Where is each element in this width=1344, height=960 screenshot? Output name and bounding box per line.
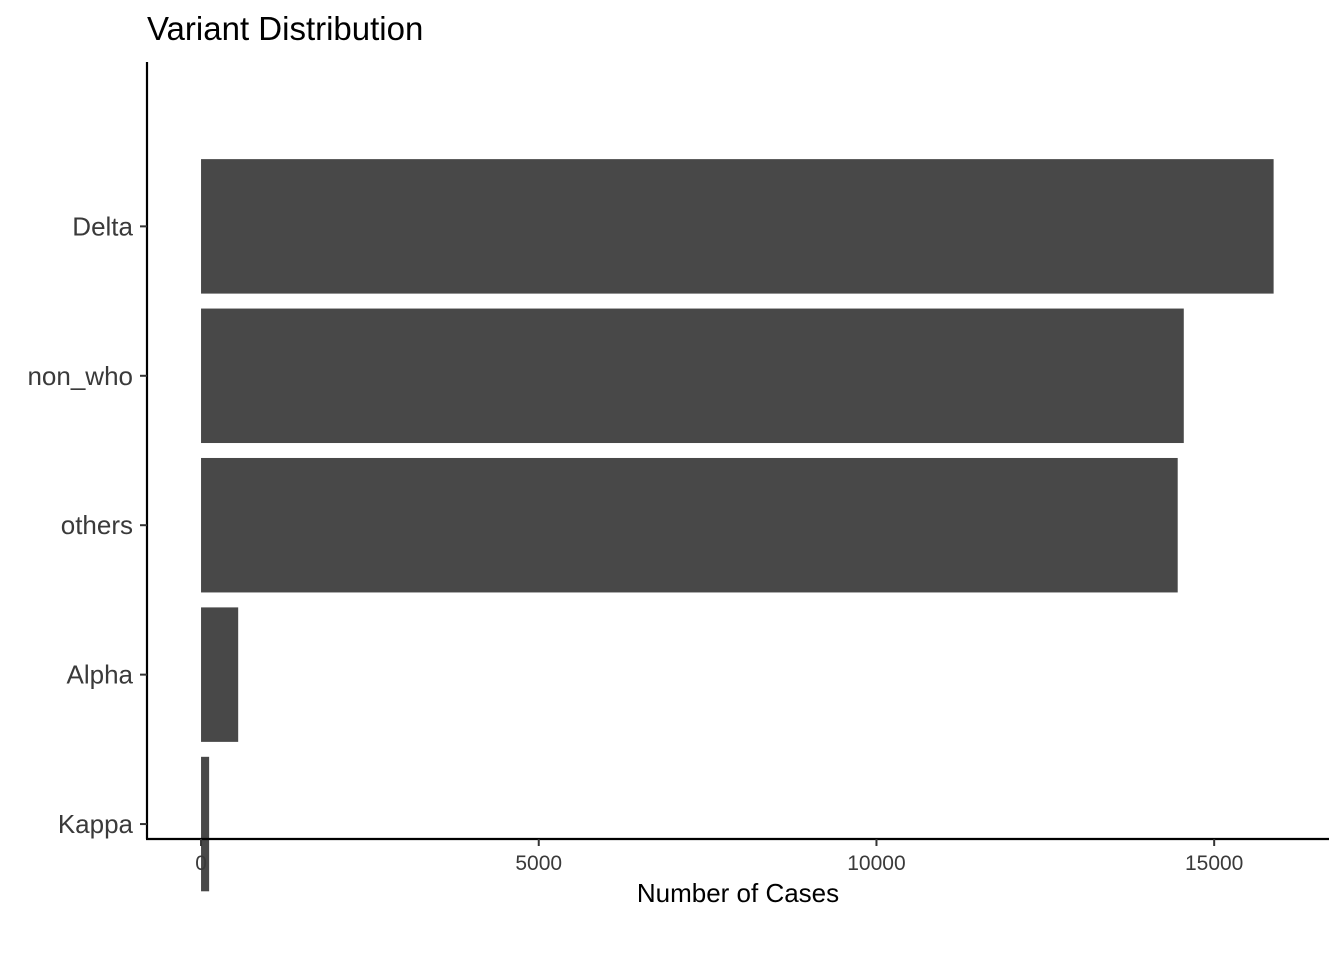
y-tick-label: Alpha bbox=[67, 660, 134, 690]
axes bbox=[145, 62, 1329, 841]
x-axis-title: Number of Cases bbox=[637, 878, 839, 908]
x-tick-label: 5000 bbox=[515, 852, 562, 875]
x-tick-label: 15000 bbox=[1185, 852, 1243, 875]
y-tick-label: Kappa bbox=[58, 809, 134, 839]
x-tick-label: 10000 bbox=[847, 852, 905, 875]
y-tick-label: Delta bbox=[72, 211, 133, 241]
bar-alpha bbox=[201, 607, 239, 742]
bars bbox=[201, 159, 1274, 892]
y-tick-label: non_who bbox=[27, 361, 133, 391]
x-tick-label: 0 bbox=[195, 852, 207, 875]
bar-kappa bbox=[201, 756, 210, 892]
chart-title: Variant Distribution bbox=[147, 10, 423, 47]
x-axis-ticks: 0 5000 10000 15000 bbox=[195, 839, 1243, 875]
y-tick-label: others bbox=[61, 510, 133, 540]
bar-others bbox=[201, 457, 1178, 593]
bar-delta bbox=[201, 159, 1274, 294]
bar-non-who bbox=[201, 308, 1184, 444]
